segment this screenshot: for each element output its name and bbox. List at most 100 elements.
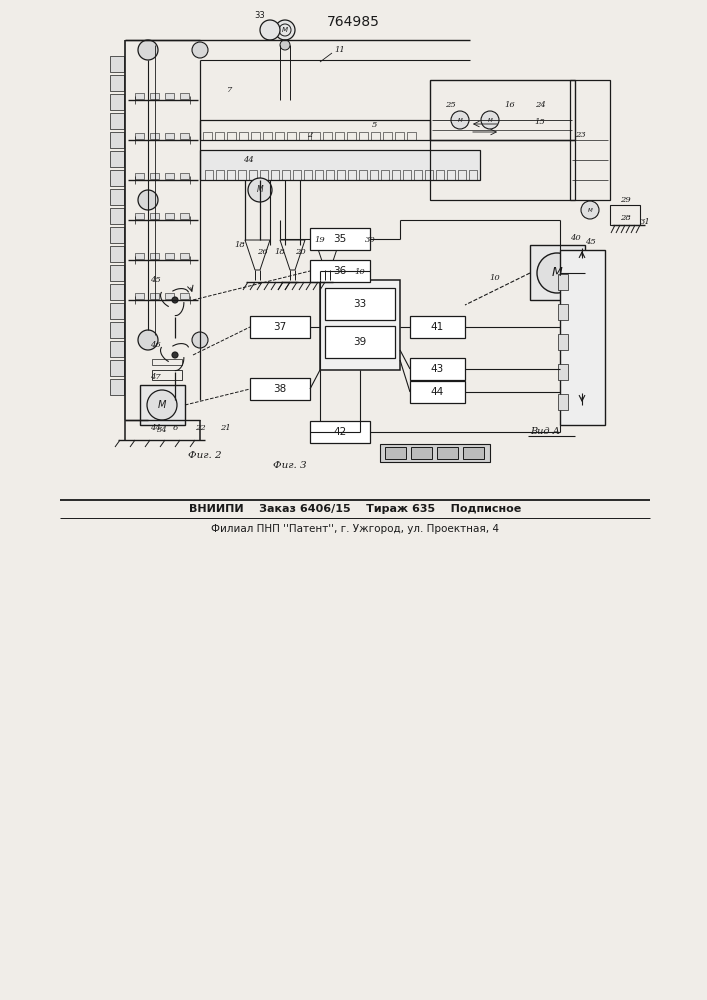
Bar [180, 93, 189, 99]
Bar [150, 213, 159, 219]
Bar [260, 170, 268, 180]
Bar [239, 132, 248, 140]
Text: 764985: 764985 [327, 15, 380, 29]
Text: Фиг. 3: Фиг. 3 [273, 460, 307, 470]
Bar [180, 213, 189, 219]
Bar [463, 447, 484, 459]
Bar [558, 304, 568, 320]
Text: 10: 10 [355, 268, 366, 276]
Text: M: M [158, 400, 166, 410]
Bar [110, 246, 124, 262]
Text: M: M [588, 208, 592, 213]
Bar [310, 260, 370, 282]
Text: 6: 6 [173, 424, 177, 432]
Text: 40: 40 [570, 234, 580, 242]
Bar [395, 132, 404, 140]
Circle shape [138, 190, 158, 210]
Text: 34: 34 [157, 426, 168, 434]
Bar [165, 93, 174, 99]
Bar [135, 213, 144, 219]
Circle shape [172, 297, 178, 303]
Bar [110, 379, 124, 395]
Bar [326, 170, 334, 180]
Bar [425, 170, 433, 180]
Bar [299, 132, 308, 140]
Bar [110, 322, 124, 338]
Text: 39: 39 [354, 337, 367, 347]
Bar [371, 132, 380, 140]
Bar [558, 394, 568, 410]
Bar [251, 132, 260, 140]
Text: 44: 44 [243, 156, 253, 164]
Bar [411, 447, 432, 459]
Bar [430, 80, 575, 140]
Bar [165, 293, 174, 299]
Bar [570, 80, 610, 200]
Text: M: M [457, 117, 462, 122]
Bar [430, 140, 575, 200]
Bar [135, 293, 144, 299]
Text: 15: 15 [534, 118, 545, 126]
Text: M: M [257, 186, 263, 194]
Bar [310, 421, 370, 443]
Bar [200, 150, 480, 180]
Circle shape [280, 40, 290, 50]
Text: 38: 38 [274, 384, 286, 394]
Text: 36: 36 [334, 266, 346, 276]
Bar [530, 245, 585, 300]
Bar [410, 381, 465, 403]
Bar [392, 170, 400, 180]
Bar [165, 133, 174, 139]
Circle shape [138, 330, 158, 350]
Bar [150, 293, 159, 299]
Bar [385, 447, 406, 459]
Bar [325, 288, 395, 320]
Bar [323, 132, 332, 140]
Text: 10: 10 [490, 274, 501, 282]
Text: 21: 21 [220, 424, 230, 432]
Bar [227, 170, 235, 180]
Bar [110, 208, 124, 224]
Text: 5: 5 [373, 121, 378, 129]
Bar [458, 170, 466, 180]
Bar [110, 189, 124, 205]
Text: 29: 29 [619, 196, 631, 204]
Circle shape [451, 111, 469, 129]
Bar [250, 378, 310, 400]
Bar [110, 341, 124, 357]
Bar [180, 293, 189, 299]
Bar [110, 284, 124, 300]
Bar [110, 56, 124, 72]
Bar [152, 370, 182, 380]
Circle shape [537, 253, 577, 293]
Text: 24: 24 [534, 101, 545, 109]
Bar [414, 170, 422, 180]
Text: 42: 42 [334, 427, 346, 437]
Circle shape [172, 352, 178, 358]
Bar [180, 173, 189, 179]
Bar [407, 132, 416, 140]
Bar [165, 213, 174, 219]
Text: 16: 16 [505, 101, 515, 109]
Text: 28: 28 [619, 214, 631, 222]
Bar [320, 280, 400, 370]
Text: 2: 2 [308, 131, 312, 139]
Bar [203, 132, 212, 140]
Text: 46: 46 [150, 341, 160, 349]
Bar [370, 170, 378, 180]
Circle shape [275, 20, 295, 40]
Bar [325, 326, 395, 358]
Circle shape [260, 20, 280, 40]
Bar [311, 132, 320, 140]
Circle shape [192, 42, 208, 58]
Bar [359, 132, 368, 140]
Bar [227, 132, 236, 140]
Text: 20: 20 [295, 248, 305, 256]
Bar [558, 364, 568, 380]
Bar [315, 170, 323, 180]
Bar [110, 132, 124, 148]
Text: 25: 25 [445, 101, 455, 109]
Bar [110, 151, 124, 167]
Text: 33: 33 [255, 10, 265, 19]
Bar [150, 253, 159, 259]
